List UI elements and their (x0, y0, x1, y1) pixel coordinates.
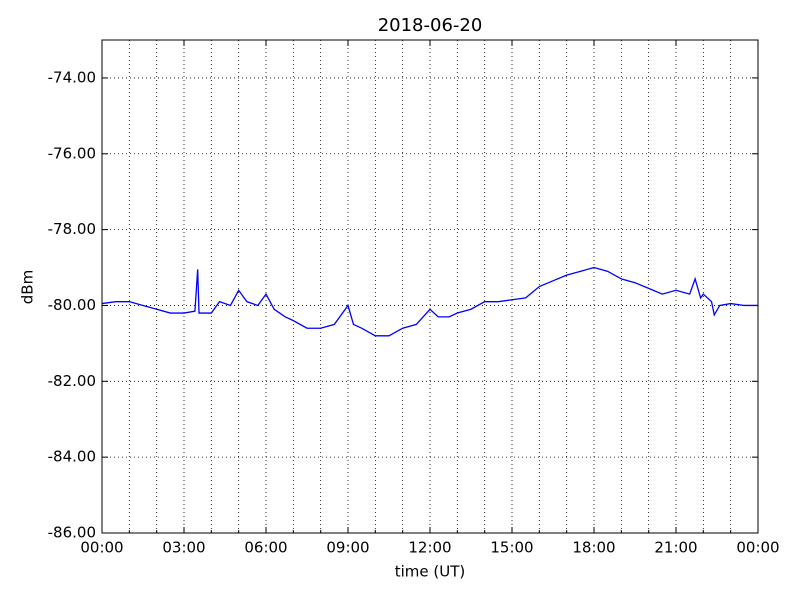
y-tick-label: -78.00 (48, 220, 96, 238)
y-tick-label: -80.00 (48, 296, 96, 314)
x-tick-label: 12:00 (408, 539, 451, 557)
x-tick-label: 18:00 (572, 539, 615, 557)
y-tick-label: -84.00 (48, 448, 96, 466)
chart-title: 2018-06-20 (378, 15, 483, 36)
x-tick-label: 06:00 (244, 539, 287, 557)
x-tick-label: 00:00 (736, 539, 779, 557)
y-tick-label: -76.00 (48, 144, 96, 162)
plot-frame (101, 39, 759, 534)
y-tick-label: -82.00 (48, 372, 96, 390)
x-tick-label: 03:00 (162, 539, 205, 557)
x-axis-label: time (UT) (395, 563, 466, 581)
y-axis-label: dBm (19, 270, 37, 304)
x-tick-label: 21:00 (654, 539, 697, 557)
y-tick-label: -86.00 (48, 524, 96, 542)
x-tick-label: 15:00 (490, 539, 533, 557)
x-tick-label: 00:00 (80, 539, 123, 557)
y-tick-label: -74.00 (48, 68, 96, 86)
x-tick-label: 09:00 (326, 539, 369, 557)
data-line (101, 266, 758, 337)
